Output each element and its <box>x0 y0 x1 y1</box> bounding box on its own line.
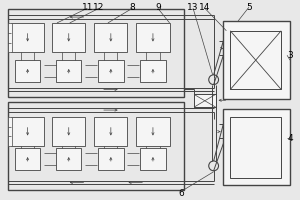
Bar <box>15 148 40 170</box>
Text: 13: 13 <box>187 3 199 12</box>
Bar <box>94 23 128 52</box>
Bar <box>56 148 82 170</box>
Bar <box>11 23 44 52</box>
Text: 9: 9 <box>155 3 161 12</box>
Bar <box>230 117 281 178</box>
Text: 6: 6 <box>178 189 184 198</box>
Bar <box>230 31 281 89</box>
Bar <box>52 23 86 52</box>
Bar <box>98 148 124 170</box>
Text: 8: 8 <box>130 3 135 12</box>
Text: 14: 14 <box>199 3 211 12</box>
Text: 11: 11 <box>82 3 93 12</box>
Text: 12: 12 <box>93 3 105 12</box>
Bar <box>8 9 184 97</box>
Bar <box>56 60 82 82</box>
Bar <box>52 117 86 146</box>
Bar <box>94 117 128 146</box>
Bar <box>15 60 40 82</box>
Bar <box>8 102 184 190</box>
Bar <box>140 148 166 170</box>
Bar <box>224 21 290 99</box>
Bar <box>8 117 12 146</box>
Bar <box>98 60 124 82</box>
Bar <box>8 23 12 52</box>
Bar <box>194 94 216 107</box>
Bar <box>224 109 290 185</box>
Bar <box>136 117 170 146</box>
Text: 4: 4 <box>287 134 293 143</box>
Bar <box>140 60 166 82</box>
Bar <box>136 23 170 52</box>
Text: 3: 3 <box>287 51 293 60</box>
Bar <box>11 117 44 146</box>
Text: 5: 5 <box>246 3 252 12</box>
